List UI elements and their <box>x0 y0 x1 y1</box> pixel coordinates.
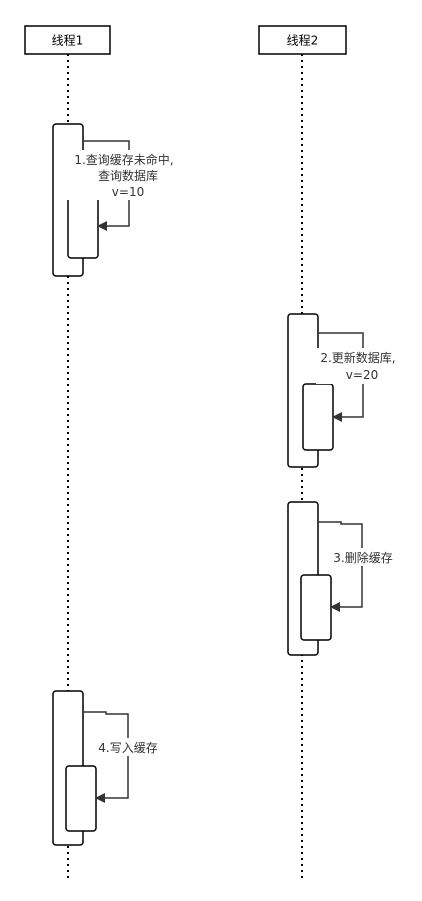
self-message-4: 4.写入缓存 <box>52 690 163 846</box>
nested-activation-bar <box>300 574 332 641</box>
participant-thread-2: 线程2 <box>258 25 347 55</box>
message-label-line: 4.写入缓存 <box>98 741 157 755</box>
nested-activation-bar <box>65 765 97 832</box>
self-message-1: 1.查询缓存未命中, 查询数据库 v=10 <box>52 123 186 277</box>
message-label-line: v=20 <box>346 368 378 382</box>
message-label-bg <box>66 150 186 200</box>
participant-label: 线程1 <box>52 33 84 48</box>
message-label-bg <box>93 738 163 756</box>
self-message-3: 3.删除缓存 <box>287 501 397 656</box>
message-label-line: 3.删除缓存 <box>333 550 392 565</box>
nested-activation-bar <box>302 383 334 451</box>
message-label-line: 2.更新数据库, <box>320 350 395 365</box>
message-label-line: 1.查询缓存未命中, <box>74 152 173 167</box>
self-call-arrow <box>318 521 363 612</box>
self-call-arrow <box>83 711 129 803</box>
participant-label: 线程2 <box>287 33 319 48</box>
self-message-2: 2.更新数据库, v=20 <box>287 313 401 468</box>
participant-thread-1: 线程1 <box>24 25 111 55</box>
message-label-bg <box>329 548 397 566</box>
message-label-line: 查询数据库 <box>98 168 158 183</box>
message-label-line: v=10 <box>112 185 144 199</box>
participant-box <box>24 25 111 55</box>
message-label-bg <box>316 348 401 384</box>
nested-activation-bar <box>67 189 99 259</box>
